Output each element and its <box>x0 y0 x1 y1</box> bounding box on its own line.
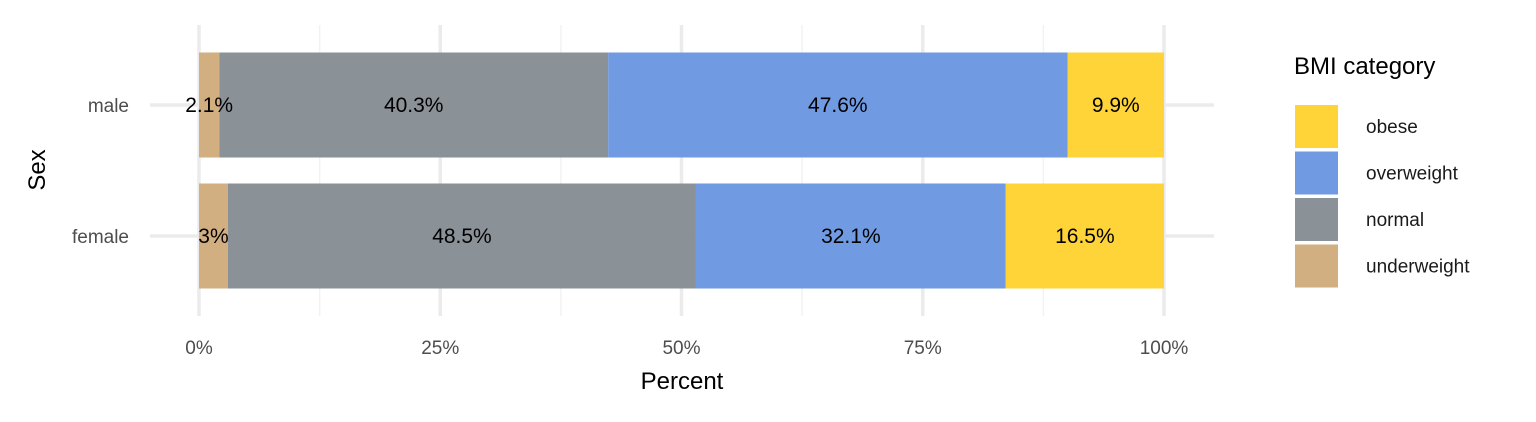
bar-underweight-male <box>199 52 220 158</box>
y-tick-label-male: male <box>88 96 129 117</box>
y-axis-title: Sex <box>24 149 51 190</box>
bar-label-underweight-male: 2.1% <box>185 94 233 117</box>
legend-label-obese: obese <box>1366 117 1418 138</box>
bar-label-overweight-male: 47.6% <box>808 94 868 117</box>
bar-label-normal-female: 48.5% <box>432 225 492 248</box>
x-tick-label: 25% <box>421 338 459 359</box>
bar-overweight-male <box>608 52 1068 158</box>
bar-label-obese-male: 9.9% <box>1092 94 1140 117</box>
legend-key-normal <box>1295 198 1338 241</box>
bar-label-obese-female: 16.5% <box>1055 225 1115 248</box>
legend-title: BMI category <box>1294 53 1435 80</box>
legend-label-overweight: overweight <box>1366 164 1459 185</box>
bar-normal-female <box>227 183 696 289</box>
x-tick-label: 0% <box>185 338 213 359</box>
legend-key-underweight <box>1295 244 1338 288</box>
legend: BMI category obese overweight normal underw… <box>1294 53 1470 288</box>
x-axis: 0% 25% 50% 75% 100% <box>185 338 1188 359</box>
y-axis: male female <box>72 96 129 248</box>
bar-label-normal-male: 40.3% <box>384 94 444 117</box>
y-tick-label-female: female <box>72 227 129 248</box>
bar-obese-male <box>1067 52 1164 158</box>
bar-underweight-female <box>199 183 228 289</box>
bar-label-underweight-female: 3% <box>198 225 228 248</box>
bar-labels: 2.1% 40.3% 47.6% 9.9% 3% 48.5% 32.1% 16.5% <box>185 94 1139 248</box>
legend-label-underweight: underweight <box>1366 257 1470 278</box>
x-tick-label: 50% <box>662 338 700 359</box>
legend-label-normal: normal <box>1366 210 1424 231</box>
x-tick-label: 100% <box>1140 338 1189 359</box>
x-tick-label: 75% <box>904 338 942 359</box>
bar-obese-female <box>1005 183 1164 289</box>
legend-key-obese <box>1295 105 1338 148</box>
bars <box>199 52 1164 289</box>
bar-normal-male <box>219 52 609 158</box>
x-axis-title: Percent <box>641 368 724 395</box>
bar-label-overweight-female: 32.1% <box>821 225 881 248</box>
bar-overweight-female <box>695 183 1006 289</box>
legend-key-overweight <box>1295 151 1338 195</box>
